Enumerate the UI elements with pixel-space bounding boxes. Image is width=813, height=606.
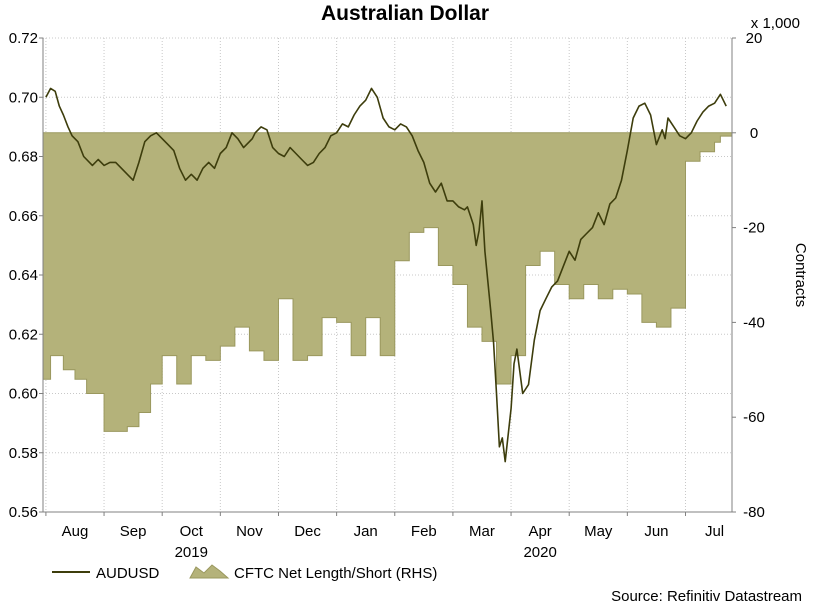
right-tick-label: -60 (743, 409, 765, 426)
x-tick-label: Jan (354, 523, 378, 540)
left-tick-label: 0.70 (9, 89, 38, 106)
area-series-layer (42, 113, 733, 432)
x-tick-label: Dec (294, 523, 321, 540)
right-tick-label: -40 (743, 314, 765, 331)
left-tick-label: 0.60 (9, 386, 38, 403)
left-tick-label: 0.56 (9, 504, 38, 521)
legend-label-cftc: CFTC Net Length/Short (RHS) (234, 565, 437, 582)
right-axis-label: Contracts (792, 243, 809, 307)
left-tick-label: 0.64 (9, 267, 38, 284)
x-tick-label: Mar (469, 523, 495, 540)
audusd-line (45, 87, 727, 463)
x-tick-label: May (584, 523, 613, 540)
chart-title: Australian Dollar (321, 2, 489, 25)
left-tick-label: 0.68 (9, 149, 38, 166)
line-series-layer (45, 87, 727, 463)
x-tick-label: Oct (180, 523, 204, 540)
left-tick-label: 0.58 (9, 445, 38, 462)
source-note: Source: Refinitiv Datastream (611, 588, 802, 605)
x-year-label: 2020 (523, 544, 556, 561)
right-axis-multiplier: x 1,000 (751, 15, 800, 32)
left-tick-label: 0.72 (9, 30, 38, 47)
x-tick-label: Nov (236, 523, 263, 540)
x-tick-label: Sep (120, 523, 147, 540)
left-tick-label: 0.66 (9, 208, 38, 225)
legend-area-swatch (189, 564, 230, 579)
x-axis-ticks: Aug Sep Oct Nov Dec Jan Feb Mar Apr May Jun Jul 2019… (45, 512, 724, 561)
x-tick-label: Feb (411, 523, 437, 540)
left-tick-label: 0.62 (9, 326, 38, 343)
right-tick-label: 0 (750, 125, 758, 142)
x-tick-label: Apr (528, 523, 551, 540)
legend-label-audusd: AUDUSD (96, 565, 160, 582)
x-tick-label: Jul (705, 523, 724, 540)
right-tick-label: -80 (743, 504, 765, 521)
right-tick-label: 20 (746, 30, 763, 47)
legend: AUDUSD CFTC Net Length/Short (RHS) (52, 564, 437, 582)
left-axis-ticks: 0.56 0.58 0.60 0.62 0.64 0.66 0.68 0.70 0.72 (9, 30, 43, 521)
x-tick-label: Aug (62, 523, 89, 540)
right-tick-label: -20 (743, 220, 765, 237)
x-tick-label: Jun (644, 523, 668, 540)
x-year-label: 2019 (175, 544, 208, 561)
cftc-area (42, 113, 733, 432)
right-axis-ticks: -80 -60 -40 -20 0 20 (732, 30, 765, 521)
